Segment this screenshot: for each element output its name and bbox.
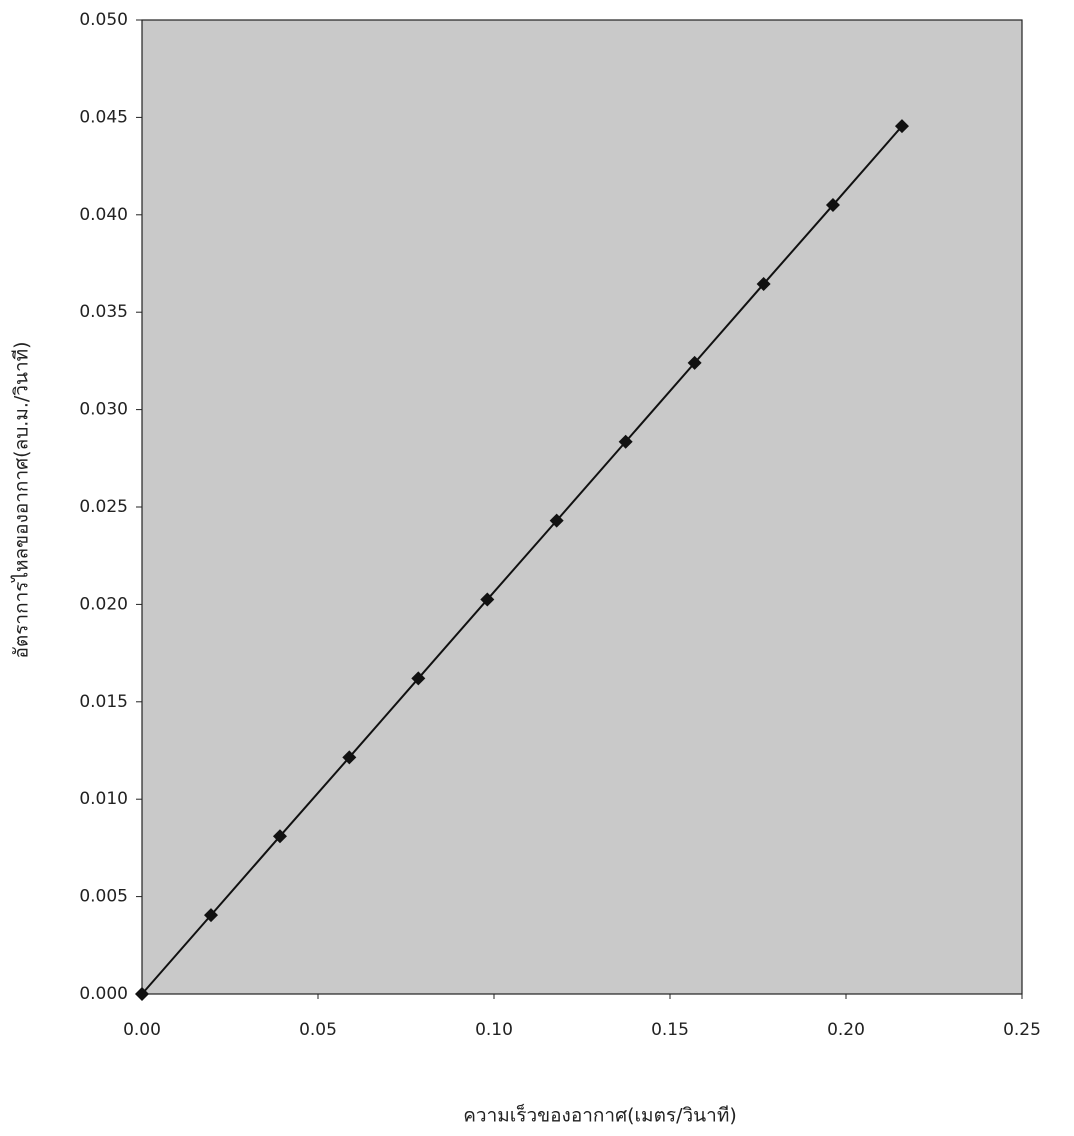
data-point [756,276,771,291]
y-tick-label: 0.050 [79,10,128,30]
data-point [203,908,218,923]
y-tick-label: 0.040 [79,205,128,225]
x-tick-label: 0.00 [123,1020,161,1040]
data-point [825,198,840,213]
x-tick-label: 0.10 [475,1020,513,1040]
plot-area [141,19,1023,995]
x-tick-label: 0.25 [1003,1020,1041,1040]
y-tick-label: 0.025 [79,497,128,517]
y-tick-label: 0.015 [79,692,128,712]
y-tick-label: 0.030 [79,400,128,420]
data-point [135,987,149,1001]
y-tick-label: 0.045 [79,107,128,127]
series-line [141,125,903,995]
data-point [549,513,564,528]
data-point [411,671,426,686]
data-point [272,829,287,844]
data-point [342,750,357,765]
x-axis-label: ความเร็วของอากาศ(เมตร/วินาที) [463,1103,737,1127]
x-tick-label: 0.20 [827,1020,865,1040]
data-point [687,355,702,370]
data-point [480,592,495,607]
y-tick-label: 0.010 [79,789,128,809]
y-axis-label: อัตราการไหลของอากาศ(ลบ.ม./วินาที) [11,341,33,658]
y-tick-label: 0.035 [79,302,128,322]
y-tick-label: 0.005 [79,887,128,907]
data-point [894,119,909,134]
y-tick-label: 0.000 [79,984,128,1004]
x-tick-label: 0.05 [299,1020,337,1040]
y-tick-label: 0.020 [79,594,128,614]
data-point [618,434,633,449]
x-tick-label: 0.15 [651,1020,689,1040]
